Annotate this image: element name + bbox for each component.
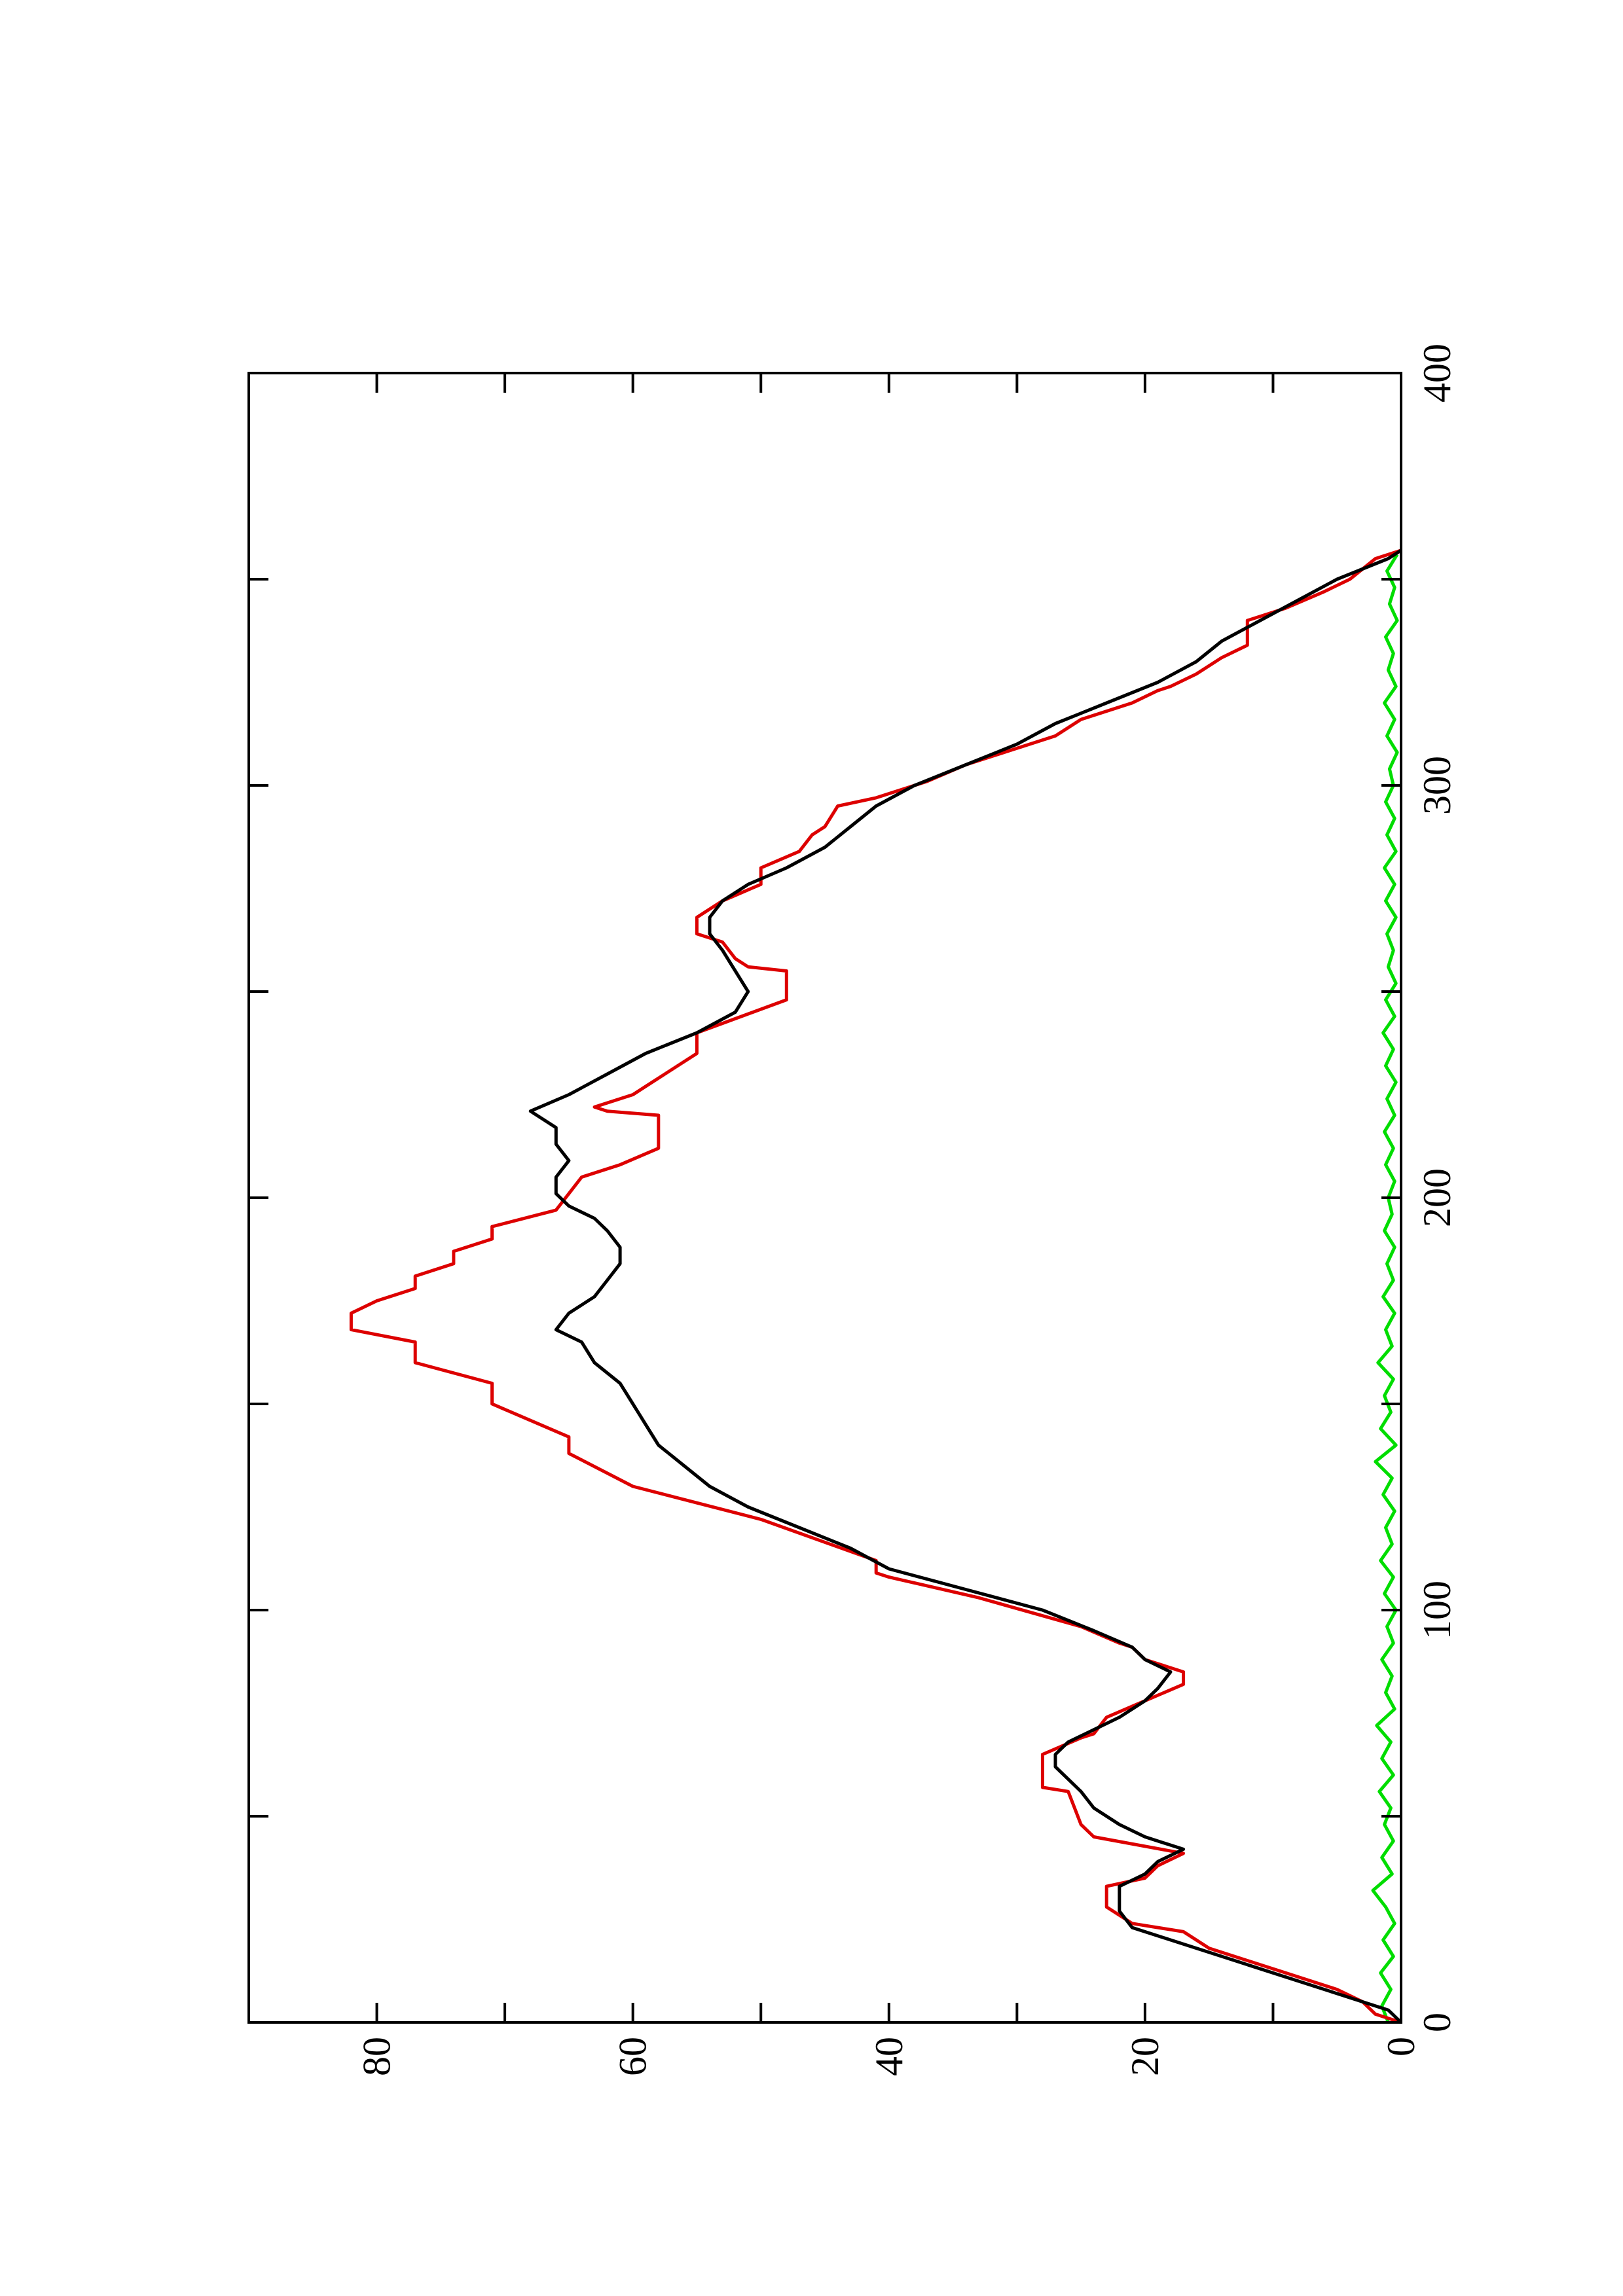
series-line-1 bbox=[528, 548, 1402, 2024]
plot-frame bbox=[247, 372, 1402, 2024]
x-tick-label: 0 bbox=[1415, 2013, 1459, 2032]
y-tick-label: 40 bbox=[867, 2037, 911, 2076]
x-tick-label: 400 bbox=[1415, 344, 1459, 403]
y-tick-label: 0 bbox=[1379, 2037, 1423, 2056]
x-tick-label: 100 bbox=[1415, 1581, 1459, 1640]
y-tick-label: 20 bbox=[1123, 2037, 1167, 2076]
x-tick-label: 300 bbox=[1415, 756, 1459, 815]
x-tick-label: 200 bbox=[1415, 1168, 1459, 1227]
y-tick-label: 80 bbox=[356, 2037, 399, 2076]
series-line-2 bbox=[1371, 553, 1399, 2023]
tick-labels-layer: 0 100 200 300 400 0 20 40 60 80 bbox=[356, 344, 1459, 2076]
rotated-plot: 0 100 200 300 400 0 20 40 60 80 bbox=[247, 344, 1459, 2076]
y-tick-label: 60 bbox=[611, 2037, 655, 2076]
series-layer bbox=[349, 548, 1402, 2024]
